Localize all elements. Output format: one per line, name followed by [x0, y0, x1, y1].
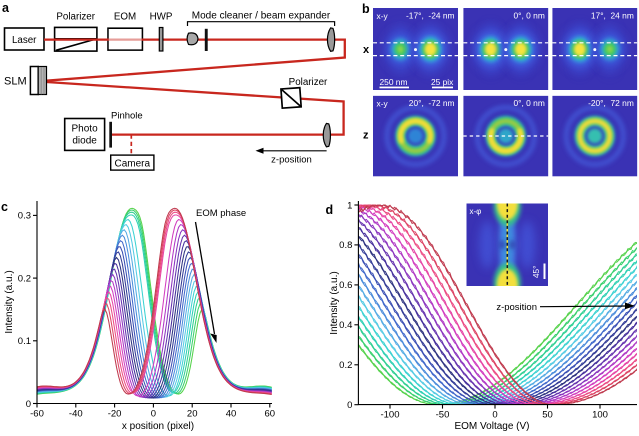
svg-text:0°, 0 nm: 0°, 0 nm	[514, 11, 545, 21]
svg-text:Mode cleaner / beam expander: Mode cleaner / beam expander	[192, 11, 331, 22]
svg-text:-50: -50	[436, 410, 450, 421]
svg-text:250 nm: 250 nm	[380, 77, 408, 87]
svg-text:diode: diode	[72, 136, 97, 147]
svg-text:0: 0	[347, 400, 352, 411]
svg-text:Photo: Photo	[72, 124, 99, 135]
svg-text:Camera: Camera	[115, 158, 151, 169]
svg-text:z-position: z-position	[271, 155, 312, 166]
svg-text:EOM: EOM	[114, 12, 136, 23]
svg-text:40: 40	[226, 409, 237, 420]
svg-text:20°, -72 nm: 20°, -72 nm	[409, 98, 455, 108]
svg-text:0.2: 0.2	[18, 273, 31, 284]
svg-text:20: 20	[187, 409, 198, 420]
svg-text:Pinhole: Pinhole	[111, 110, 143, 121]
svg-text:Laser: Laser	[12, 35, 37, 46]
svg-text:HWP: HWP	[150, 12, 173, 23]
svg-text:25 pix: 25 pix	[431, 77, 454, 87]
svg-text:x-φ: x-φ	[470, 207, 482, 216]
svg-text:0: 0	[492, 410, 497, 421]
svg-text:d: d	[326, 203, 334, 217]
svg-text:SLM: SLM	[4, 76, 27, 88]
svg-text:Intensity (a.u.): Intensity (a.u.)	[329, 271, 340, 334]
svg-text:0: 0	[151, 409, 156, 420]
svg-text:x: x	[363, 44, 370, 56]
svg-text:c: c	[1, 200, 8, 214]
svg-text:0.3: 0.3	[18, 211, 31, 222]
svg-text:-20: -20	[108, 409, 122, 420]
svg-text:EOM phase: EOM phase	[196, 208, 246, 219]
svg-text:1: 1	[347, 200, 352, 211]
svg-text:Intensity (a.u.): Intensity (a.u.)	[4, 270, 15, 333]
svg-text:b: b	[362, 2, 370, 16]
svg-text:100: 100	[592, 410, 608, 421]
svg-text:0°, 0 nm: 0°, 0 nm	[514, 98, 545, 108]
svg-text:0.1: 0.1	[18, 336, 31, 347]
svg-text:45°: 45°	[532, 266, 541, 278]
svg-text:a: a	[2, 1, 10, 15]
svg-text:0: 0	[26, 399, 31, 410]
svg-text:x-y: x-y	[377, 99, 389, 109]
svg-text:z-position: z-position	[496, 302, 537, 313]
svg-text:17°, 24 nm: 17°, 24 nm	[591, 11, 634, 21]
svg-text:-20°, 72 nm: -20°, 72 nm	[588, 98, 634, 108]
svg-text:EOM Voltage (V): EOM Voltage (V)	[454, 421, 529, 432]
svg-text:60: 60	[265, 409, 276, 420]
svg-text:-60: -60	[30, 409, 44, 420]
svg-text:-17°, -24 nm: -17°, -24 nm	[406, 11, 455, 21]
svg-text:0.6: 0.6	[339, 280, 352, 291]
svg-text:x position (pixel): x position (pixel)	[122, 421, 194, 432]
svg-text:x-y: x-y	[377, 11, 389, 21]
svg-text:z: z	[363, 130, 369, 142]
svg-text:Polarizer: Polarizer	[289, 77, 328, 88]
svg-text:-40: -40	[69, 409, 83, 420]
svg-text:0.4: 0.4	[339, 320, 352, 331]
svg-text:0.2: 0.2	[339, 360, 352, 371]
svg-text:-100: -100	[380, 410, 399, 421]
svg-text:Polarizer: Polarizer	[56, 12, 95, 23]
svg-text:50: 50	[542, 410, 553, 421]
svg-text:0.8: 0.8	[339, 240, 352, 251]
